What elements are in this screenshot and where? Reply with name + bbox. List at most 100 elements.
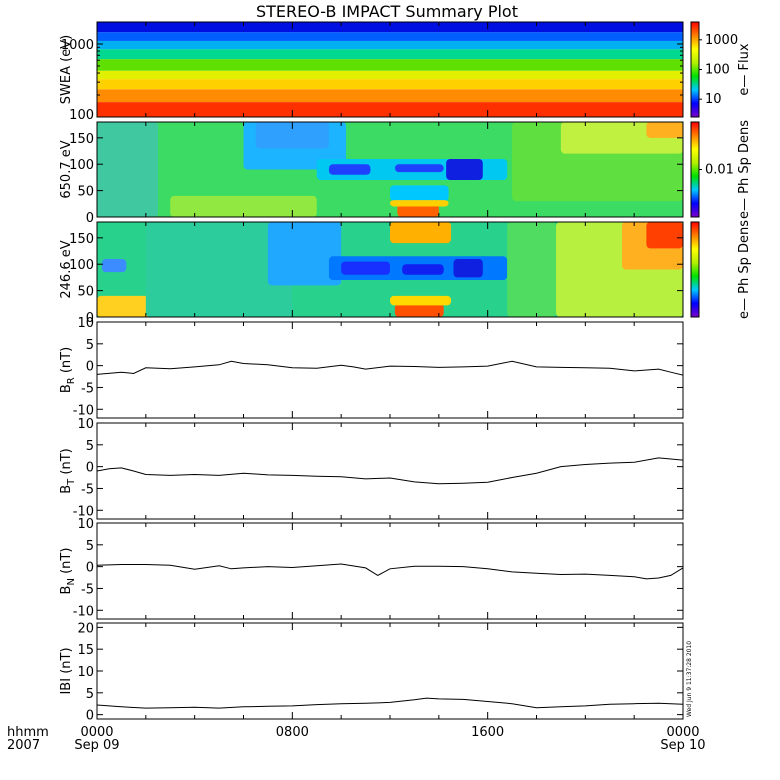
date-tick-label: Sep 10	[660, 738, 705, 753]
y-tick-label: -5	[81, 381, 94, 396]
time-tick-label: 0000	[666, 725, 699, 740]
date-tick-label: Sep 09	[74, 738, 119, 753]
panel-frame	[96, 522, 684, 620]
y-tick-label: -10	[73, 604, 94, 619]
y-tick-label: 10	[77, 316, 94, 331]
series-line-bn	[97, 563, 683, 580]
y-tick-label: 150	[69, 132, 94, 147]
y-tick-label: 5	[86, 687, 94, 702]
series-line-bt	[97, 457, 683, 485]
heatmap-region	[267, 222, 342, 286]
spectrum-band	[97, 40, 683, 50]
y-axis-label: IBI (nT)	[59, 647, 74, 694]
y-axis-label-unit: (nT)	[59, 647, 74, 677]
y-axis-label-unit: (nT)	[59, 347, 74, 377]
y-tick-label: 10	[77, 517, 94, 532]
plot-area-pad246	[97, 222, 683, 317]
time-tick-label: 0000	[80, 725, 113, 740]
y-tick-label: 0	[86, 461, 94, 476]
y-axis-label: BT (nT)	[59, 448, 77, 494]
plot-area-bn	[97, 563, 683, 580]
y-tick-label: 50	[77, 185, 94, 200]
colorbar-label: e— Ph Sp Dens	[737, 220, 752, 319]
heatmap-region	[255, 122, 329, 149]
spectrum-band	[97, 70, 683, 80]
y-tick-label: 50	[77, 285, 94, 300]
y-tick-label: 150	[69, 232, 94, 247]
y-tick-label: -10	[73, 504, 94, 519]
heatmap-region	[97, 295, 159, 317]
panel-frame	[96, 321, 684, 419]
heatmap-region	[507, 222, 557, 317]
y-tick-label: 20	[77, 621, 94, 636]
time-axis-row1-label: hhmm	[7, 725, 49, 740]
plot-area-bmag	[97, 697, 683, 709]
plot-area-swea	[97, 22, 683, 117]
heatmap-region	[646, 222, 683, 249]
spectrum-band	[97, 32, 683, 41]
heatmap-region	[397, 203, 439, 217]
panel-br: 10 5 0 -5 -10 BR (nT)	[59, 316, 684, 419]
y-tick-label: 10	[77, 665, 94, 680]
y-tick-label: 100	[69, 158, 94, 173]
heatmap-region	[328, 164, 371, 175]
y-tick-label: 100	[69, 108, 94, 123]
panel-pad246: e— Ph Sp Dens 150 100 50 0 246.6 eV	[59, 220, 752, 326]
panel-pad650: 0.01 e— Ph Sp Dens 150 100 50 0 650.7 eV	[59, 120, 752, 226]
heatmap-region	[97, 122, 159, 217]
heatmap-region	[390, 185, 449, 202]
y-tick-label: 0	[86, 561, 94, 576]
y-tick-label: 0	[86, 709, 94, 724]
heatmap-region	[145, 222, 293, 317]
y-axis-label: BN (nT)	[59, 548, 77, 595]
y-axis-label-unit: (nT)	[59, 548, 74, 578]
y-tick-label: -5	[81, 482, 94, 497]
y-tick-label: 15	[77, 643, 94, 658]
plot-area-pad650	[97, 122, 683, 217]
colorbar	[690, 21, 700, 118]
heatmap-region	[453, 258, 483, 278]
heatmap-region	[394, 164, 444, 173]
time-tick-label: 1600	[471, 725, 504, 740]
colorbar-label: e— Flux	[737, 43, 752, 95]
y-axis-label-main: B	[59, 586, 74, 595]
figure-title: STEREO-B IMPACT Summary Plot	[256, 2, 518, 21]
colorbar-tick-label: 0.01	[705, 163, 734, 178]
spectrum-band	[97, 22, 683, 33]
panel-frame	[96, 422, 684, 520]
heatmap-region	[341, 261, 390, 275]
heatmap-region	[390, 222, 452, 244]
y-tick-label: 0	[86, 360, 94, 375]
y-tick-label: 10	[77, 417, 94, 432]
y-axis-label-main: IBI	[59, 678, 74, 695]
colorbar	[690, 221, 700, 318]
spectrum-band	[97, 79, 683, 90]
panel-bn: 10 5 0 -5 -10 BN (nT)	[59, 517, 684, 620]
colorbar-tick-label: 100	[705, 63, 730, 78]
heatmap-region	[446, 158, 483, 181]
time-tick-label: 0800	[276, 725, 309, 740]
y-tick-label: -5	[81, 582, 94, 597]
y-tick-label: -10	[73, 403, 94, 418]
y-tick-label: 5	[86, 539, 94, 554]
colorbar-label: e— Ph Sp Dens	[737, 120, 752, 219]
heatmap-region	[101, 258, 127, 273]
series-line-bmag	[97, 697, 683, 709]
y-axis-label: 246.6 eV	[59, 240, 74, 298]
plot-area-bt	[97, 457, 683, 485]
y-axis-label-main: B	[59, 485, 74, 494]
y-axis-label-subscript: N	[66, 578, 77, 585]
heatmap-region	[170, 195, 317, 217]
y-tick-label: 5	[86, 439, 94, 454]
y-axis-label-unit: (nT)	[59, 448, 74, 478]
colorbar	[690, 121, 700, 218]
heatmap-region	[402, 264, 444, 275]
plot-area-br	[97, 360, 683, 376]
y-tick-label: 0	[86, 311, 94, 326]
heatmap-region	[394, 303, 444, 317]
y-tick-label: 0	[86, 211, 94, 226]
y-tick-label: 1000	[61, 38, 94, 53]
